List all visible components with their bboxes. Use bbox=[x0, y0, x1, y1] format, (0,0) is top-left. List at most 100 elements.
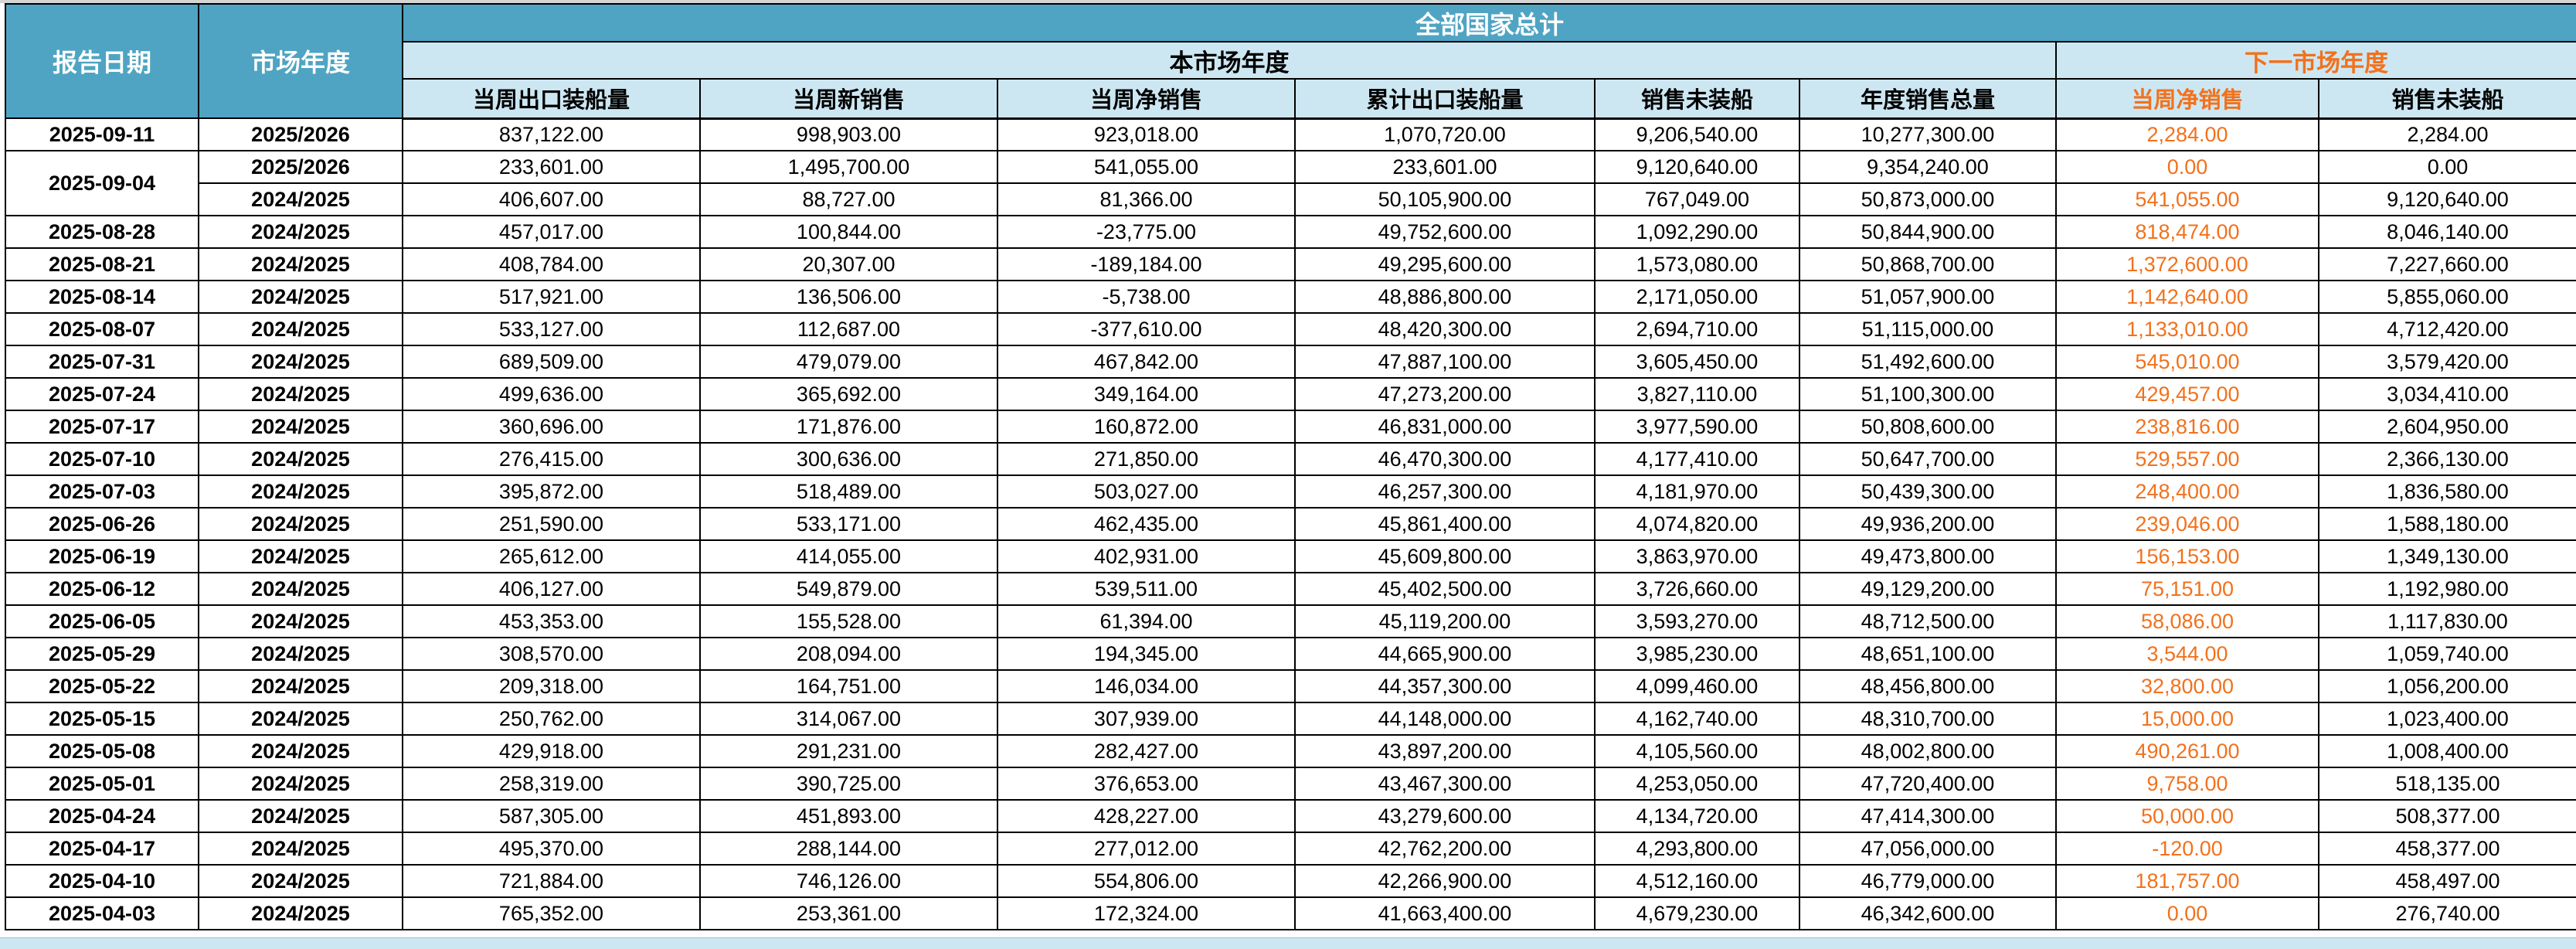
cell-value: 4,512,160.00 bbox=[1594, 864, 1800, 898]
cell-report-date: 2025-05-22 bbox=[5, 669, 199, 703]
cell-value: 2,694,710.00 bbox=[1594, 312, 1800, 346]
cell-value: 1,092,290.00 bbox=[1594, 215, 1800, 249]
cell-value: 45,609,800.00 bbox=[1294, 539, 1596, 573]
cell-report-date: 2025-07-03 bbox=[5, 474, 199, 509]
cell-value: 3,544.00 bbox=[2055, 637, 2319, 671]
cell-value: 2,366,130.00 bbox=[2317, 442, 2576, 476]
cell-value: 1,495,700.00 bbox=[699, 150, 998, 184]
cell-market-year: 2024/2025 bbox=[198, 604, 403, 638]
cell-value: 1,372,600.00 bbox=[2055, 247, 2319, 281]
cell-value: 10,277,300.00 bbox=[1799, 117, 2057, 151]
cell-value: 3,034,410.00 bbox=[2317, 377, 2576, 411]
cell-value: 164,751.00 bbox=[699, 669, 998, 703]
table-row: 2025-07-24 2024/2025 499,636.00 365,692.00 3… bbox=[5, 377, 2576, 411]
cell-report-date: 2025-08-07 bbox=[5, 312, 199, 346]
cell-value: 518,135.00 bbox=[2317, 767, 2576, 801]
cell-value: 136,506.00 bbox=[699, 280, 998, 314]
cell-value: 160,872.00 bbox=[997, 410, 1296, 444]
cell-value: 517,921.00 bbox=[402, 280, 701, 314]
cell-value: 61,394.00 bbox=[997, 604, 1296, 638]
cell-value: 533,171.00 bbox=[699, 507, 998, 541]
cell-value: 300,636.00 bbox=[699, 442, 998, 476]
cell-value: 533,127.00 bbox=[402, 312, 701, 346]
cell-value: 8,046,140.00 bbox=[2317, 215, 2576, 249]
cell-value: 45,861,400.00 bbox=[1294, 507, 1596, 541]
cell-report-date: 2025-06-26 bbox=[5, 507, 199, 541]
cell-value: 3,579,420.00 bbox=[2317, 345, 2576, 379]
cell-value: 49,129,200.00 bbox=[1799, 572, 2057, 606]
cell-report-date: 2025-07-24 bbox=[5, 377, 199, 411]
cell-value: 453,353.00 bbox=[402, 604, 701, 638]
cell-value: 51,492,600.00 bbox=[1799, 345, 2057, 379]
cell-value: 288,144.00 bbox=[699, 832, 998, 866]
cell-value: -377,610.00 bbox=[997, 312, 1296, 346]
cell-report-date: 2025-08-21 bbox=[5, 247, 199, 281]
cell-value: 554,806.00 bbox=[997, 864, 1296, 898]
cell-value: 50,808,600.00 bbox=[1799, 410, 2057, 444]
cell-value: 44,357,300.00 bbox=[1294, 669, 1596, 703]
cell-value: 499,636.00 bbox=[402, 377, 701, 411]
cell-value: 2,171,050.00 bbox=[1594, 280, 1800, 314]
cell-value: 428,227.00 bbox=[997, 799, 1296, 833]
table-row: 2025-04-24 2024/2025 587,305.00 451,893.00 4… bbox=[5, 799, 2576, 833]
table-row: 2025-08-07 2024/2025 533,127.00 112,687.00-… bbox=[5, 312, 2576, 346]
cell-value: 1,192,980.00 bbox=[2317, 572, 2576, 606]
header-col-weekly-exports: 当周出口装船量 bbox=[402, 78, 701, 120]
cell-value: 48,712,500.00 bbox=[1799, 604, 2057, 638]
cell-value: 3,726,660.00 bbox=[1594, 572, 1800, 606]
cell-value: 539,511.00 bbox=[997, 572, 1296, 606]
top-edge-strip bbox=[0, 0, 2576, 3]
cell-market-year: 2024/2025 bbox=[198, 734, 403, 768]
cell-value: 1,142,640.00 bbox=[2055, 280, 2319, 314]
cell-value: 490,261.00 bbox=[2055, 734, 2319, 768]
cell-report-date: 2025-07-31 bbox=[5, 345, 199, 379]
cell-value: 171,876.00 bbox=[699, 410, 998, 444]
cell-value: 48,651,100.00 bbox=[1799, 637, 2057, 671]
cell-value: 46,779,000.00 bbox=[1799, 864, 2057, 898]
cell-report-date: 2025-07-17 bbox=[5, 410, 199, 444]
cell-value: 0.00 bbox=[2317, 150, 2576, 184]
cell-value: 233,601.00 bbox=[402, 150, 701, 184]
cell-market-year: 2024/2025 bbox=[198, 799, 403, 833]
cell-market-year: 2024/2025 bbox=[198, 702, 403, 736]
header-report-date: 报告日期 bbox=[5, 3, 199, 119]
header-row-subgroup: 本市场年度 下一市场年度 bbox=[5, 41, 2576, 80]
table-row: 2025-05-08 2024/2025 429,918.00 291,231.00 2… bbox=[5, 734, 2576, 768]
table-row: 2025-06-05 2024/2025 453,353.00 155,528.00 6… bbox=[5, 604, 2576, 638]
cell-value: 253,361.00 bbox=[699, 896, 998, 930]
cell-value: 4,099,460.00 bbox=[1594, 669, 1800, 703]
cell-value: 9,758.00 bbox=[2055, 767, 2319, 801]
cell-value: 44,148,000.00 bbox=[1294, 702, 1596, 736]
cell-value: 390,725.00 bbox=[699, 767, 998, 801]
cell-value: 50,844,900.00 bbox=[1799, 215, 2057, 249]
cell-value: 0.00 bbox=[2055, 896, 2319, 930]
cell-market-year: 2024/2025 bbox=[198, 767, 403, 801]
cell-value: 46,342,600.00 bbox=[1799, 896, 2057, 930]
cell-value: 4,679,230.00 bbox=[1594, 896, 1800, 930]
cell-value: 462,435.00 bbox=[997, 507, 1296, 541]
cell-value: 50,000.00 bbox=[2055, 799, 2319, 833]
cell-value: 47,887,100.00 bbox=[1294, 345, 1596, 379]
cell-value: 2,604,950.00 bbox=[2317, 410, 2576, 444]
cell-value: 5,855,060.00 bbox=[2317, 280, 2576, 314]
header-col-outstanding-sales: 销售未装船 bbox=[1594, 78, 1800, 120]
cell-value: 50,873,000.00 bbox=[1799, 182, 2057, 216]
cell-value: 402,931.00 bbox=[997, 539, 1296, 573]
cell-value: 81,366.00 bbox=[997, 182, 1296, 216]
cell-value: 541,055.00 bbox=[2055, 182, 2319, 216]
cell-value: 276,740.00 bbox=[2317, 896, 2576, 930]
cell-value: 541,055.00 bbox=[997, 150, 1296, 184]
cell-value: 50,647,700.00 bbox=[1799, 442, 2057, 476]
cell-value: 4,105,560.00 bbox=[1594, 734, 1800, 768]
table-header: 报告日期 市场年度 全部国家总计 本市场年度 下一市场年度 当周出口装船量 当周… bbox=[5, 3, 2576, 120]
cell-value: 42,762,200.00 bbox=[1294, 832, 1596, 866]
cell-value: 1,070,720.00 bbox=[1294, 117, 1596, 151]
table-row: 2025-06-19 2024/2025 265,612.00 414,055.00 4… bbox=[5, 539, 2576, 573]
cell-value: 48,420,300.00 bbox=[1294, 312, 1596, 346]
cell-report-date: 2025-04-10 bbox=[5, 864, 199, 898]
cell-value: 282,427.00 bbox=[997, 734, 1296, 768]
cell-value: 4,293,800.00 bbox=[1594, 832, 1800, 866]
table-row: 2025-07-17 2024/2025 360,696.00 171,876.00 1… bbox=[5, 410, 2576, 444]
table-row: 2025-09-04 2025/2026 233,601.00 1,495,700.0… bbox=[5, 150, 2576, 216]
cell-value: 233,601.00 bbox=[1294, 150, 1596, 184]
